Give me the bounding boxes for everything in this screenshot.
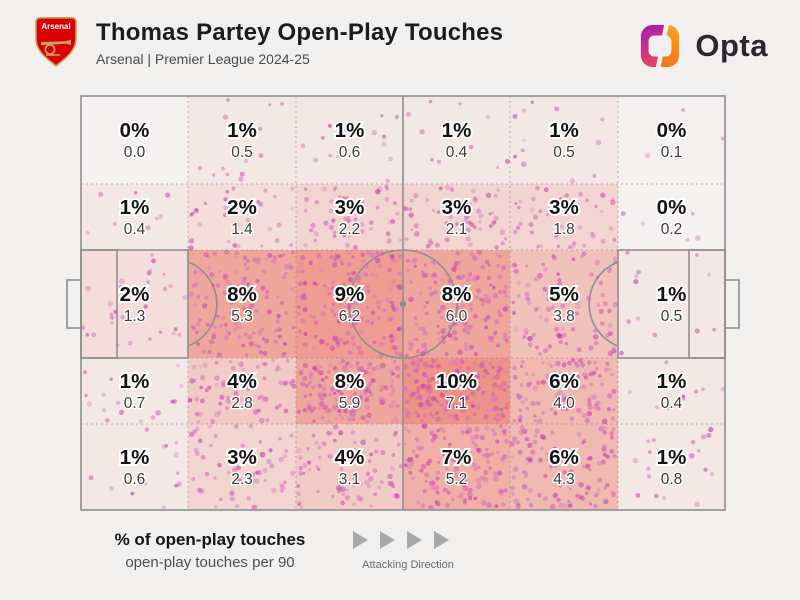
zone-per90-label: 2.1 (446, 221, 468, 238)
zone-percent-label: 8% (442, 283, 472, 306)
page-title: Thomas Partey Open-Play Touches (96, 19, 504, 46)
zone-cell (618, 96, 725, 184)
zone-percent-label: 2% (120, 283, 150, 306)
zone-per90-label: 0.1 (661, 144, 683, 161)
zone-per90-label: 0.7 (124, 395, 146, 412)
zone-cell (618, 184, 725, 250)
legend-primary-label: % of open-play touches (114, 530, 306, 549)
zone-per90-label: 2.3 (231, 471, 253, 488)
zone-cell (188, 424, 296, 510)
zone-percent-label: 3% (549, 196, 579, 219)
legend: % of open-play touches open-play touches… (85, 530, 335, 571)
zone-per90-label: 5.9 (339, 395, 361, 412)
zone-per90-label: 0.4 (661, 395, 683, 412)
zone-per90-label: 6.2 (339, 308, 361, 325)
touch-dots (80, 98, 726, 511)
zone-cell (403, 424, 510, 510)
zone-percent-label: 1% (120, 446, 150, 469)
zone-cell (618, 250, 725, 358)
zone-per90-label: 5.3 (231, 308, 253, 325)
zone-per90-label: 5.2 (446, 471, 468, 488)
zone-percent-label: 3% (335, 196, 365, 219)
zone-cell (296, 96, 403, 184)
zone-per90-label: 0.5 (661, 308, 683, 325)
zone-per90-label: 1.4 (231, 221, 253, 238)
zone-per90-label: 3.1 (339, 471, 361, 488)
zone-percent-label: 6% (549, 370, 579, 393)
zone-per90-label: 2.8 (231, 395, 253, 412)
zone-per90-label: 1.8 (553, 221, 575, 238)
opta-icon (641, 25, 680, 67)
zone-per90-label: 4.0 (553, 395, 575, 412)
crest-cannon-icon (41, 39, 71, 46)
zone-cell (81, 250, 188, 358)
zone-percent-label: 0% (120, 119, 150, 142)
attacking-direction-arrows-icon (353, 531, 449, 549)
zone-per90-label: 0.0 (124, 144, 146, 161)
opta-logo: Opta (639, 22, 768, 70)
pitch-markings (66, 95, 740, 511)
arsenal-crest-icon: Arsenal (35, 17, 77, 67)
zone-percent-label: 1% (120, 196, 150, 219)
zone-percent-label: 8% (227, 283, 257, 306)
zone-cell (510, 358, 618, 424)
page-subtitle: Arsenal | Premier League 2024-25 (96, 51, 310, 68)
zone-cell (296, 424, 403, 510)
zone-per90-label: 4.3 (553, 471, 575, 488)
zone-percent-label: 1% (657, 446, 687, 469)
zone-percent-label: 7% (442, 446, 472, 469)
zone-percent-label: 4% (335, 446, 365, 469)
crest-text: Arsenal (41, 22, 70, 31)
legend-secondary-label: open-play touches per 90 (125, 554, 295, 571)
zone-percent-label: 0% (657, 196, 687, 219)
zone-per90-label: 0.4 (446, 144, 468, 161)
zone-percent-label: 0% (657, 119, 687, 142)
opta-wordmark: Opta (695, 28, 768, 63)
zone-percent-label: 1% (442, 119, 472, 142)
zone-percent-label: 3% (442, 196, 472, 219)
header: Arsenal Thomas Partey Open-Play Touches … (0, 0, 800, 90)
zone-percent-label: 4% (227, 370, 257, 393)
zone-percent-label: 6% (549, 446, 579, 469)
zone-cell (403, 184, 510, 250)
zone-per90-label: 6.0 (446, 308, 468, 325)
zone-per90-label: 7.1 (446, 395, 468, 412)
zone-cell (81, 96, 188, 184)
zone-percent-label: 3% (227, 446, 257, 469)
zone-cell (403, 96, 510, 184)
zone-percent-label: 2% (227, 196, 257, 219)
zone-per90-label: 0.4 (124, 221, 146, 238)
zone-cell (618, 358, 725, 424)
zone-per90-label: 0.6 (124, 471, 146, 488)
zone-percent-label: 5% (549, 283, 579, 306)
zone-percent-label: 1% (120, 370, 150, 393)
attacking-direction: Attacking Direction (348, 530, 468, 571)
zone-per90-label: 0.5 (553, 144, 575, 161)
zone-per90-label: 0.2 (661, 221, 683, 238)
zone-percent-label: 10% (436, 370, 477, 393)
zone-per90-label: 0.8 (661, 471, 683, 488)
zone-percent-label: 1% (335, 119, 365, 142)
zone-labels: 0% 0.0 1% 0.5 1% 0.6 1% 0.4 1% 0.5 0% 0.1 1% 0.4 2% 1.4… (118, 117, 689, 489)
zone-percent-label: 8% (335, 370, 365, 393)
zone-per90-label: 1.3 (124, 308, 146, 325)
zone-cell (510, 96, 618, 184)
zone-per90-label: 3.8 (553, 308, 575, 325)
zone-percent-label: 1% (657, 370, 687, 393)
zone-per90-label: 0.5 (231, 144, 253, 161)
zone-percent-label: 9% (335, 283, 365, 306)
zone-cell (510, 184, 618, 250)
attacking-direction-label: Attacking Direction (362, 559, 454, 571)
zone-percent-label: 1% (549, 119, 579, 142)
zone-percent-label: 1% (657, 283, 687, 306)
zone-cell (81, 424, 188, 510)
zone-cell (81, 358, 188, 424)
zone-per90-label: 2.2 (339, 221, 361, 238)
zone-cell (188, 96, 296, 184)
zone-percent-label: 1% (227, 119, 257, 142)
zone-per90-label: 0.6 (339, 144, 361, 161)
